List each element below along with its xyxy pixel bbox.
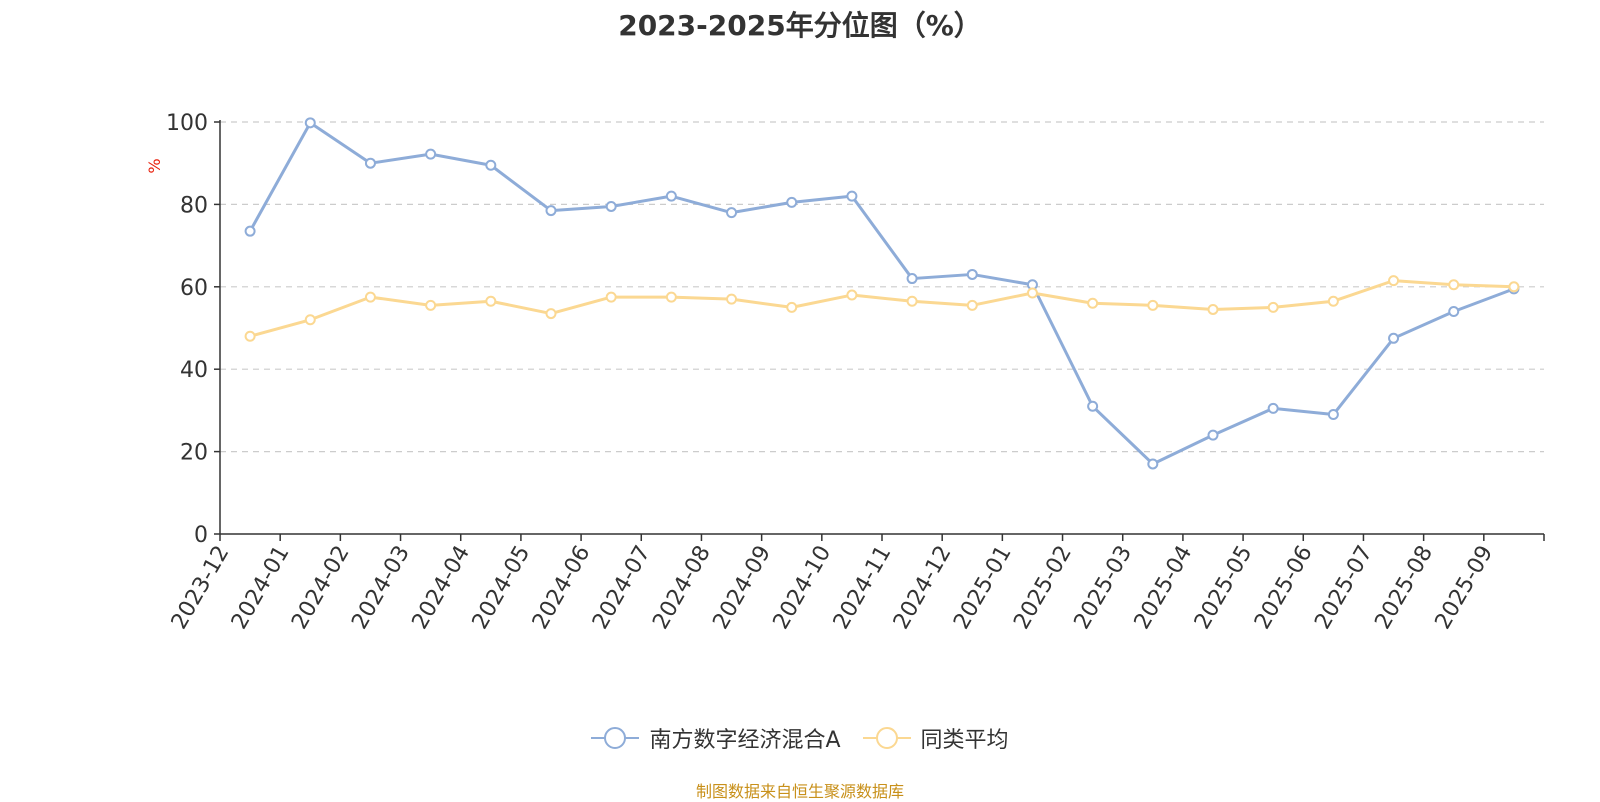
data-point-series-0[interactable] [485,159,497,171]
series-lines [244,117,1520,470]
legend: 南方数字经济混合A 同类平均 [0,722,1600,754]
data-point-series-1[interactable] [1388,275,1400,287]
x-tick-label: 2025-07 [1310,542,1378,634]
x-tick-label: 2025-09 [1431,542,1499,634]
x-tick-label: 2025-02 [1009,542,1077,634]
axes: 0 20 40 60 80 100 2023-122024-012024-022024-03… [166,111,1545,634]
x-tick-label: 2024-06 [528,542,596,634]
data-point-series-1[interactable] [1207,303,1219,315]
data-point-series-1[interactable] [545,308,557,320]
data-point-series-0[interactable] [1388,332,1400,344]
x-tick-label: 2024-03 [347,542,415,634]
x-tick-label: 2024-11 [829,542,897,634]
data-point-series-1[interactable] [786,301,798,313]
x-tick-label: 2024-04 [408,542,476,634]
data-point-series-1[interactable] [1087,297,1099,309]
y-axis-label: % [145,158,164,173]
data-point-series-0[interactable] [966,268,978,280]
data-point-series-1[interactable] [425,299,437,311]
x-tick-label: 2025-01 [949,542,1017,634]
x-tick-label: 2025-06 [1250,542,1318,634]
data-point-series-1[interactable] [1147,299,1159,311]
x-tick-label: 2024-02 [287,542,355,634]
data-point-series-1[interactable] [1267,301,1279,313]
data-point-series-0[interactable] [425,148,437,160]
data-point-series-1[interactable] [605,291,617,303]
x-tick-label: 2024-10 [769,542,837,634]
x-tick-label: 2024-12 [889,542,957,634]
legend-line-circle-icon [862,727,911,749]
series-line-1 [249,279,1514,338]
y-tick-label: 40 [180,358,208,383]
data-point-series-1[interactable] [966,299,978,311]
legend-line-circle-icon [591,727,640,749]
data-point-series-1[interactable] [1448,279,1460,291]
data-point-series-0[interactable] [786,196,798,208]
data-point-series-0[interactable] [1327,409,1339,421]
data-point-series-0[interactable] [906,273,918,285]
y-tick-label: 60 [180,276,208,301]
y-tick-label: 100 [166,111,208,136]
legend-label-category-average: 同类平均 [920,728,1009,753]
data-point-series-0[interactable] [244,225,256,237]
x-tick-label: 2025-03 [1070,542,1138,634]
chart-title: 2023-2025年分位图（%） [618,9,982,42]
data-point-series-1[interactable] [485,295,497,307]
x-tick-label: 2024-07 [588,542,656,634]
data-point-series-1[interactable] [364,291,376,303]
data-point-series-0[interactable] [545,205,557,217]
data-point-series-1[interactable] [304,314,316,326]
data-point-series-1[interactable] [846,289,858,301]
data-point-series-1[interactable] [1026,287,1038,299]
data-point-series-1[interactable] [665,291,677,303]
data-point-series-1[interactable] [906,295,918,307]
grid-lines [220,121,1544,453]
x-tick-label: 2024-09 [708,542,776,634]
data-point-series-0[interactable] [726,207,738,219]
data-point-series-0[interactable] [605,200,617,212]
x-tick-label: 2024-05 [468,542,536,634]
data-point-series-0[interactable] [1147,458,1159,470]
data-point-series-1[interactable] [244,330,256,342]
y-tick-label: 20 [180,441,208,466]
x-tick-label: 2025-05 [1190,542,1258,634]
data-point-series-0[interactable] [1087,400,1099,412]
legend-label-fund: 南方数字经济混合A [649,728,841,753]
legend-item-category-average[interactable]: 同类平均 [862,722,1009,754]
x-tick-label: 2024-01 [227,542,295,634]
data-point-series-0[interactable] [665,190,677,202]
series-line-0 [248,121,1515,466]
x-tick-label: 2025-08 [1370,542,1438,634]
data-point-series-1[interactable] [1508,281,1520,293]
data-point-series-0[interactable] [1448,306,1460,318]
y-tick-label: 80 [180,193,208,218]
x-tick-label: 2023-12 [167,542,235,634]
x-tick-label: 2024-08 [648,542,716,634]
data-point-series-0[interactable] [846,190,858,202]
legend-item-fund[interactable]: 南方数字经济混合A [591,722,841,754]
y-tick-label: 0 [194,523,208,548]
data-point-series-0[interactable] [364,157,376,169]
source-note: 制图数据来自恒生聚源数据库 [695,782,904,801]
data-point-series-1[interactable] [726,293,738,305]
data-point-series-1[interactable] [1327,295,1339,307]
data-point-series-0[interactable] [304,117,316,129]
x-tick-label: 2025-04 [1130,542,1198,634]
data-point-series-0[interactable] [1267,402,1279,414]
data-point-series-0[interactable] [1207,429,1219,441]
